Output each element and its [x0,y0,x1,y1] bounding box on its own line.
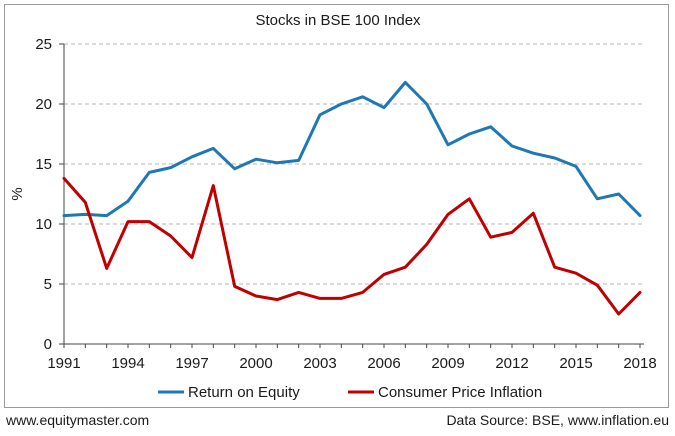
source-website: www.equitymaster.com [6,412,150,428]
y-tick-label: 0 [44,336,52,353]
x-tick-label: 2012 [495,355,528,372]
x-tick-label: 2018 [623,355,656,372]
data-source-note: Data Source: BSE, www.inflation.eu [446,412,669,428]
legend-label-consumer-price-inflation: Consumer Price Inflation [378,384,542,401]
x-tick-label: 2009 [431,355,464,372]
x-tick-label: 1994 [111,355,144,372]
grid-lines [64,43,644,285]
series-line-return-on-equity [62,80,642,218]
x-tick-label: 1991 [47,355,80,372]
legend-label-return-on-equity: Return on Equity [188,384,300,401]
chart-frame [4,4,669,408]
y-tick-label: 10 [35,216,52,233]
y-tick-label: 20 [35,96,52,113]
x-tick-label: 2000 [239,355,272,372]
tick-labels: 0 5 10 15 20 25 1991 1994 1997 2000 2003 2006 2009 20… [35,36,656,372]
legend: Return on Equity Consumer Price Inflation [158,384,542,401]
series-layer [62,80,642,316]
y-axis-label: % [9,187,26,200]
x-tick-label: 2003 [303,355,336,372]
y-tick-label: 15 [35,156,52,173]
y-tick-label: 5 [44,276,52,293]
x-tick-label: 2015 [559,355,592,372]
y-tick-label: 25 [35,36,52,53]
x-tick-label: 2006 [367,355,400,372]
axes [59,43,644,348]
x-tick-label: 1997 [175,355,208,372]
chart-title: Stocks in BSE 100 Index [255,12,421,29]
series-line-consumer-price-inflation [62,176,642,316]
